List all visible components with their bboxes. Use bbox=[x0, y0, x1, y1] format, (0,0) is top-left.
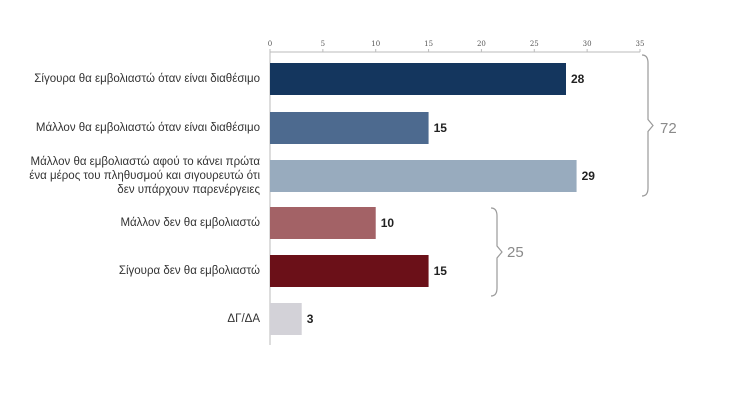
x-tick-label: 30 bbox=[583, 40, 592, 48]
bar-value-label: 3 bbox=[307, 312, 314, 326]
category-label: Μάλλον θα εμβολιαστώ όταν είναι διαθέσιμ… bbox=[35, 122, 260, 134]
x-tick-label: 10 bbox=[371, 40, 380, 48]
bar bbox=[270, 207, 376, 239]
bar bbox=[270, 160, 577, 192]
group-total-label: 72 bbox=[660, 120, 677, 137]
x-tick-label: 0 bbox=[268, 40, 272, 48]
x-tick-label: 35 bbox=[636, 40, 645, 48]
category-label: Μάλλον θα εμβολιαστώ αφού το κάνει πρώτα… bbox=[29, 156, 260, 196]
bar bbox=[270, 255, 429, 287]
group-bracket bbox=[641, 54, 654, 197]
category-label: Σίγουρα θα εμβολιαστώ όταν είναι διαθέσι… bbox=[34, 73, 260, 85]
bar bbox=[270, 112, 429, 144]
bar-value-label: 28 bbox=[571, 72, 585, 86]
bar-value-label: 15 bbox=[434, 121, 448, 135]
bar-value-label: 10 bbox=[381, 216, 395, 230]
x-tick-label: 15 bbox=[424, 40, 433, 48]
group-total-label: 25 bbox=[507, 244, 524, 261]
x-tick-label: 20 bbox=[477, 40, 486, 48]
category-label: ΔΓ/ΔΑ bbox=[227, 313, 260, 325]
x-tick-label: 25 bbox=[530, 40, 539, 48]
group-bracket bbox=[490, 207, 503, 297]
bar-value-label: 29 bbox=[582, 169, 596, 183]
bar bbox=[270, 63, 566, 95]
bar-value-label: 15 bbox=[434, 264, 448, 278]
category-label: Μάλλον δεν θα εμβολιαστώ bbox=[120, 217, 260, 229]
category-label: Σίγουρα δεν θα εμβολιαστώ bbox=[118, 265, 260, 277]
bar bbox=[270, 303, 302, 335]
x-tick-label: 5 bbox=[321, 40, 325, 48]
